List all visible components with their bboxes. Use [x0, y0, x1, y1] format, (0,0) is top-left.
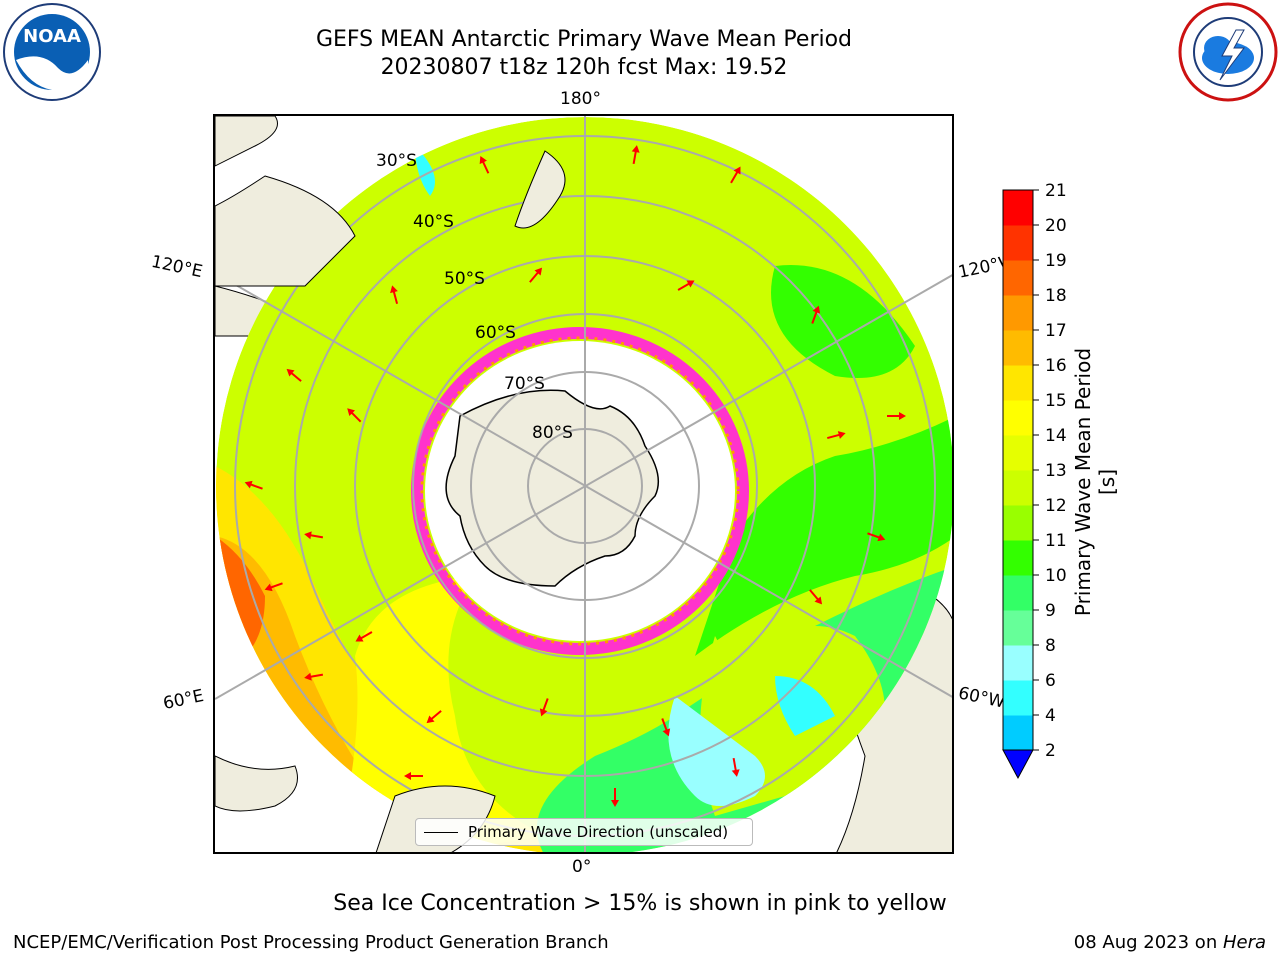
wave-arrow [304, 531, 324, 540]
colorbar-segment [1003, 610, 1033, 646]
colorbar-tick-label: 16 [1045, 356, 1067, 376]
colorbar-tick-label: 14 [1045, 426, 1067, 446]
wave-arrow [867, 532, 886, 542]
lat-label-50s: 50°S [444, 269, 485, 289]
graticule [215, 116, 952, 852]
lat-label-30s: 30°S [376, 151, 417, 171]
wave-arrow [244, 480, 263, 490]
polar-map [215, 116, 952, 852]
chart-title: GEFS MEAN Antarctic Primary Wave Mean Pe… [315, 27, 853, 52]
wave-arrows [244, 145, 906, 807]
colorbar-tick-label: 15 [1045, 391, 1067, 411]
colorbar-tick-label: 21 [1045, 181, 1067, 201]
colorbar-segment [1003, 295, 1033, 331]
date-label: 08 Aug 2023 on [1073, 932, 1223, 953]
colorbar-segment [1003, 330, 1033, 366]
colorbar-tick-label: 13 [1045, 461, 1067, 481]
wave-arrow [677, 280, 695, 291]
colorbar-tick-label: 4 [1045, 706, 1056, 726]
date-text: 08 Aug 2023 on Hera [1074, 932, 1266, 953]
colorbar-segment [1003, 365, 1033, 401]
wave-arrow [390, 285, 399, 304]
wave-arrow [661, 718, 671, 737]
colorbar-tick-label: 17 [1045, 321, 1067, 341]
colorbar-segment [1003, 680, 1033, 716]
svg-text:NOAA: NOAA [23, 26, 81, 47]
wave-arrow [827, 431, 846, 440]
colorbar-tick-label: 19 [1045, 251, 1067, 271]
wave-arrow [611, 788, 619, 807]
colorbar-segment [1003, 505, 1033, 541]
colorbar-tick-label: 11 [1045, 531, 1067, 551]
colorbar-tick-label: 6 [1045, 671, 1056, 691]
colorbar-tick-label: 2 [1045, 741, 1056, 761]
colorbar-segment [1003, 715, 1033, 751]
colorbar-label: Primary Wave Mean Period [s] [1071, 347, 1119, 617]
colorbar-segment [1003, 190, 1033, 226]
wave-arrow [631, 145, 640, 165]
colorbar-segment [1003, 645, 1033, 681]
lon-label-0: 0° [572, 857, 592, 877]
antarctica [411, 327, 749, 655]
colorbar-segment [1003, 225, 1033, 261]
lat-label-60s: 60°S [475, 323, 516, 343]
colorbar-segment [1003, 540, 1033, 576]
chart-subtitle: 20230807 t18z 120h fcst Max: 19.52 [380, 55, 788, 80]
lat-label-70s: 70°S [504, 374, 545, 394]
colorbar: 2 4 6 8 9 10 11 12 13 14 15 16 17 18 19 20 21 [1002, 181, 1067, 780]
sea-ice-note: Sea Ice Concentration > 15% is shown in … [333, 891, 947, 916]
wave-arrow [730, 166, 741, 184]
wave-arrow [539, 698, 549, 717]
lat-label-40s: 40°S [413, 212, 454, 232]
map-frame [213, 114, 954, 854]
wave-arrow [811, 305, 821, 324]
colorbar-tick-label: 8 [1045, 636, 1056, 656]
wave-arrow [479, 156, 490, 174]
nws-logo [1178, 2, 1278, 102]
noaa-logo: NOAA [3, 3, 101, 101]
map-legend: Primary Wave Direction (unscaled) [415, 818, 753, 846]
colorbar-tick-label: 18 [1045, 286, 1067, 306]
wave-arrow [404, 772, 423, 780]
wave-arrow [426, 710, 442, 724]
wave-arrow [731, 757, 740, 777]
wave-arrow [304, 672, 324, 681]
wave-arrow [264, 582, 283, 592]
colorbar-tick-label: 12 [1045, 496, 1067, 516]
colorbar-tick-label: 10 [1045, 566, 1067, 586]
colorbar-segment [1003, 435, 1033, 471]
wave-arrow [286, 368, 302, 382]
colorbar-extend [1002, 749, 1034, 780]
wave-arrow [355, 631, 373, 642]
colorbar-segment [1003, 260, 1033, 296]
lon-label-120e: 120°E [149, 251, 205, 283]
wave-arrow [887, 412, 906, 420]
credit-text: NCEP/EMC/Verification Post Processing Pr… [13, 932, 609, 953]
wave-arrow [347, 408, 362, 423]
legend-label: Primary Wave Direction (unscaled) [468, 823, 729, 841]
wave-arrow [809, 589, 823, 605]
lon-label-60e: 60°E [161, 685, 206, 715]
legend-line-icon [424, 832, 458, 833]
colorbar-tick-label: 9 [1045, 601, 1056, 621]
lon-label-180: 180° [560, 89, 601, 109]
machine-name: Hera [1222, 932, 1266, 953]
wave-arrow [529, 267, 543, 283]
colorbar-segment [1003, 575, 1033, 611]
colorbar-segment [1003, 400, 1033, 436]
colorbar-tick-label: 20 [1045, 216, 1067, 236]
colorbar-segment [1003, 470, 1033, 506]
lat-label-80s: 80°S [532, 423, 573, 443]
